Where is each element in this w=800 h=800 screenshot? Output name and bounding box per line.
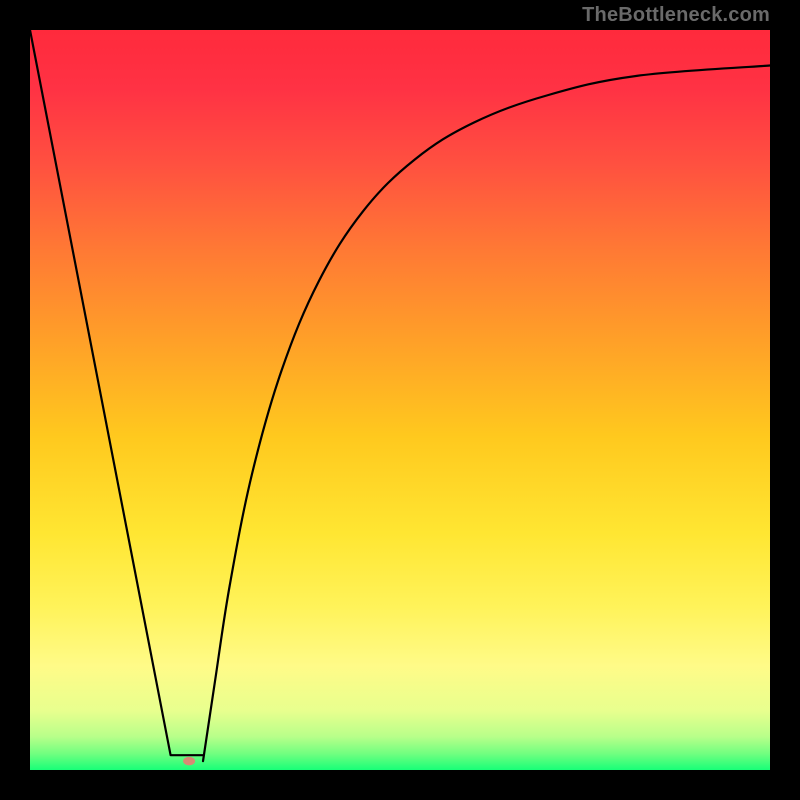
min-marker [183,757,195,765]
bottleneck-curve [30,30,770,761]
plot-area [30,30,770,770]
watermark-text: TheBottleneck.com [582,4,770,27]
chart-frame: TheBottleneck.com [0,0,800,800]
chart-curve-layer [30,30,770,770]
